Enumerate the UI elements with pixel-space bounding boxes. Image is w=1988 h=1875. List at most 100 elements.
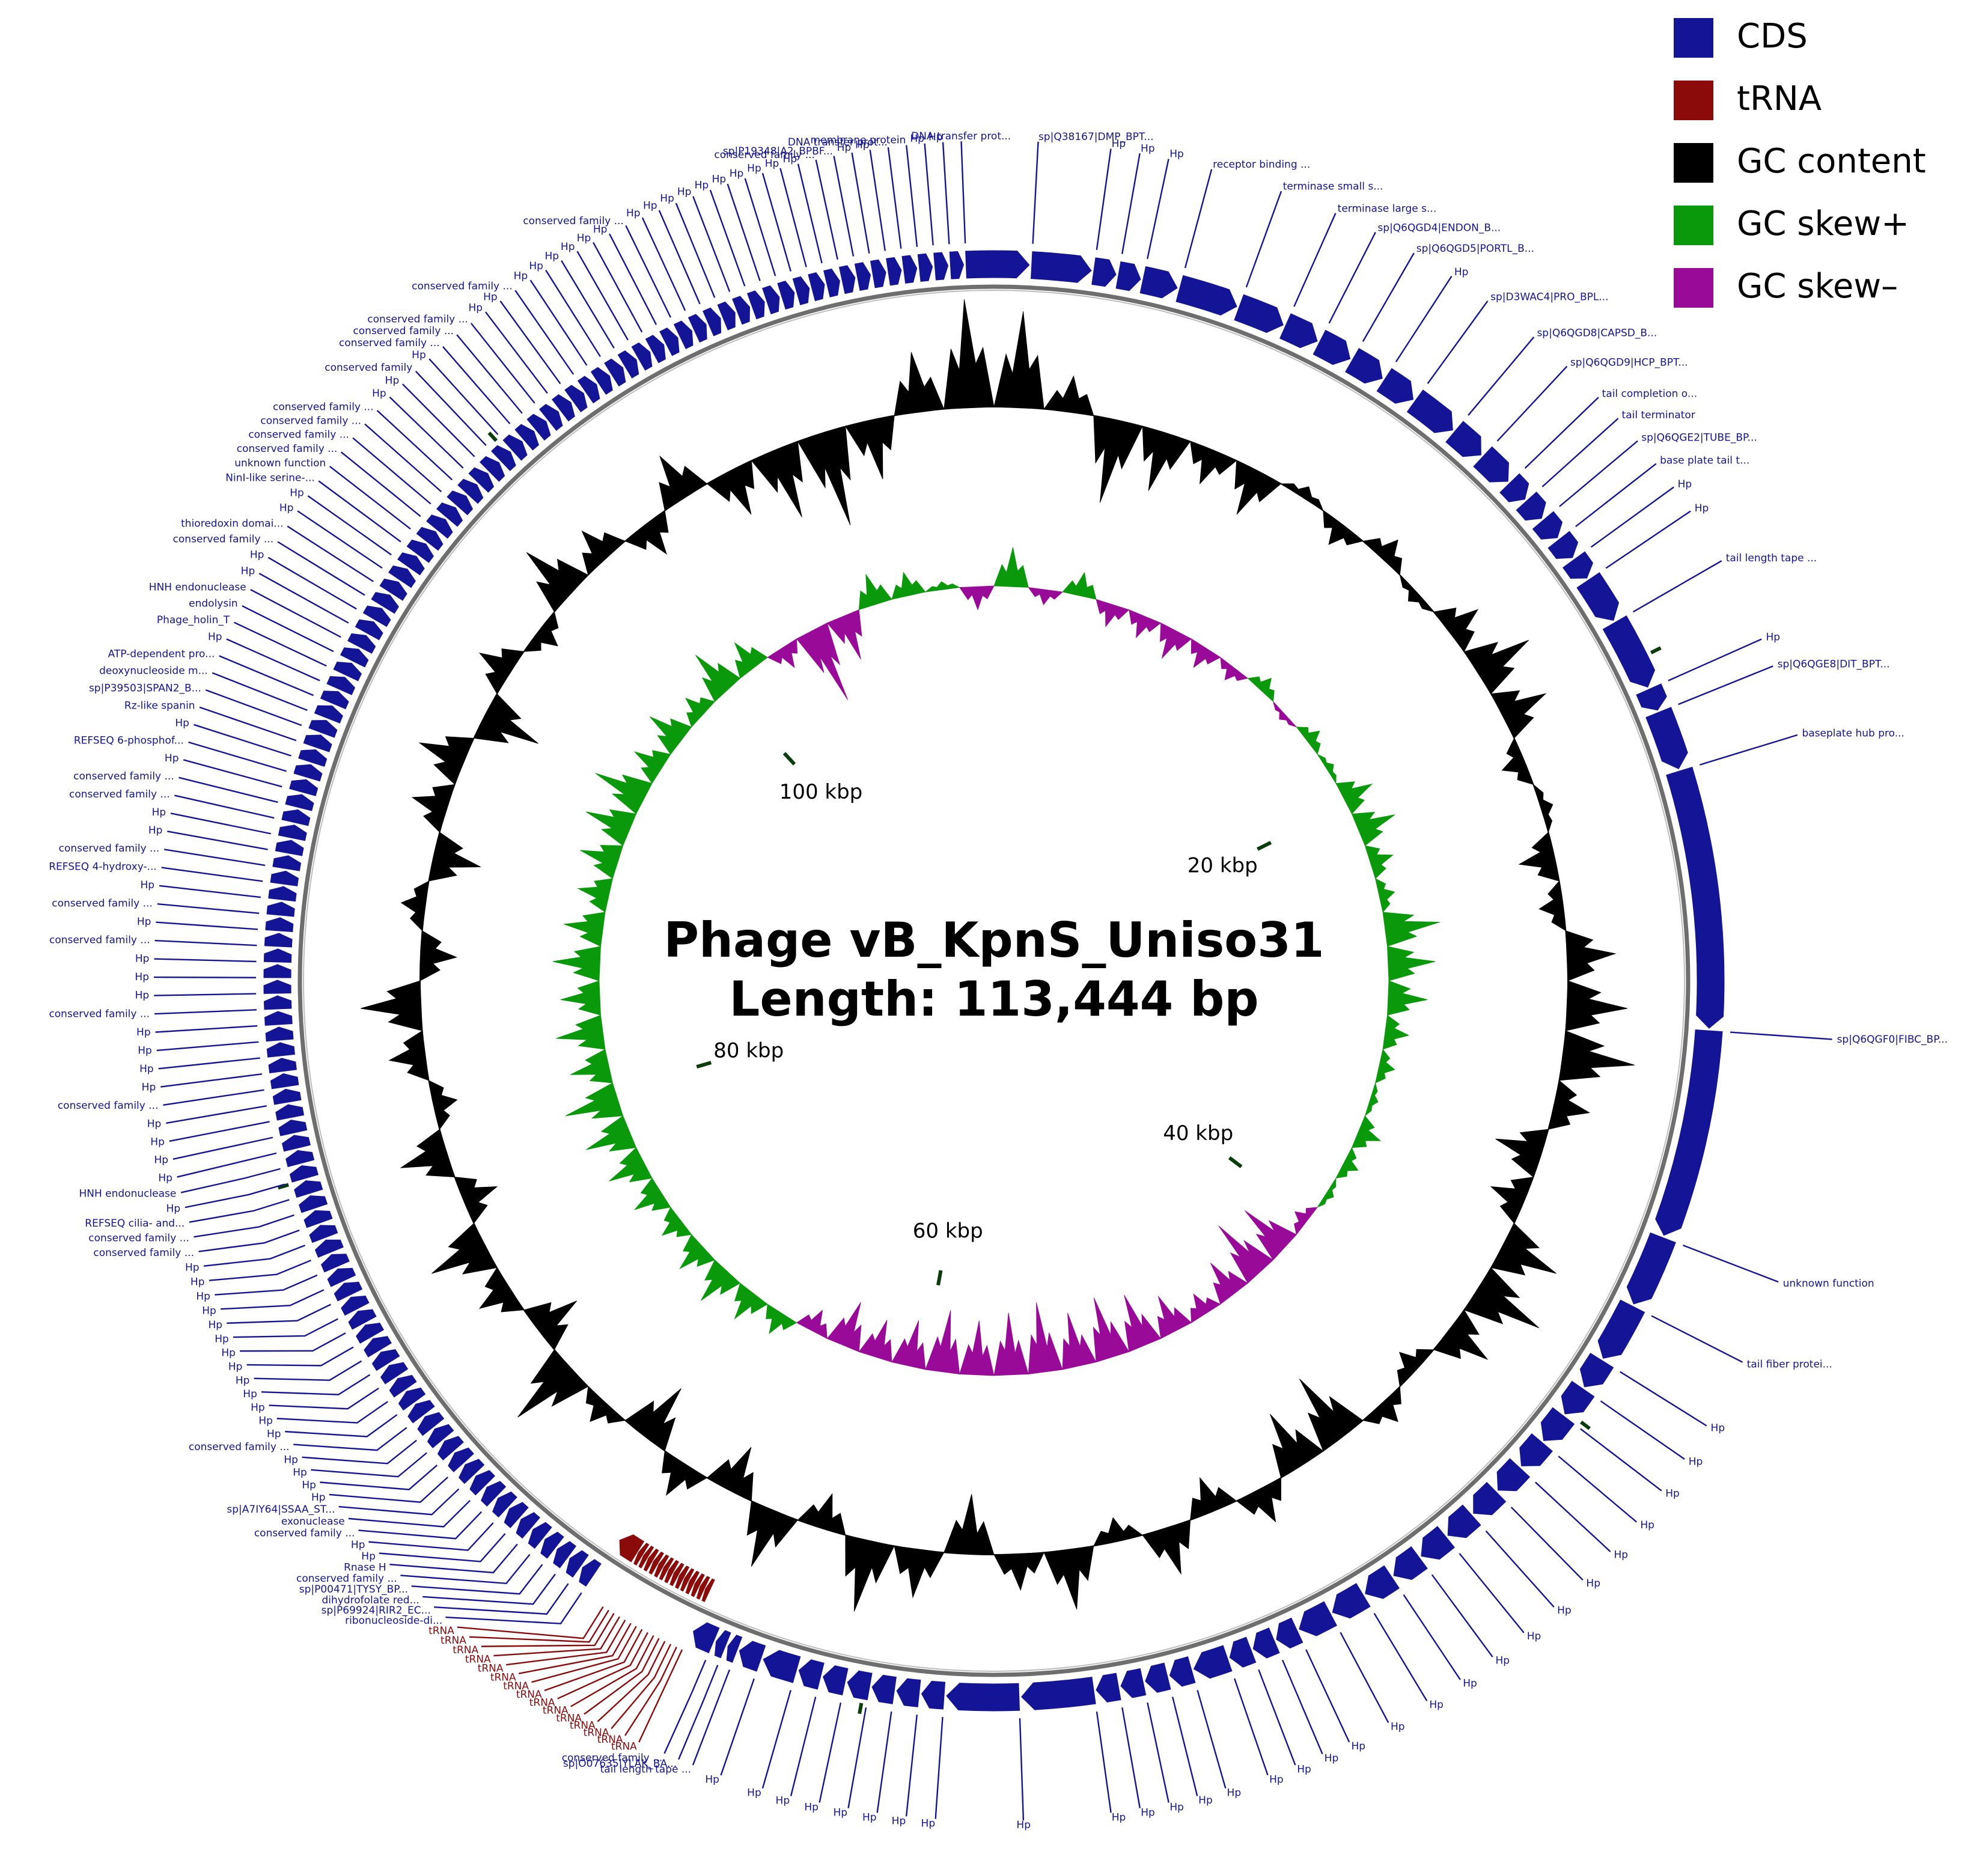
feature-label: Rz-like spanin	[124, 700, 195, 712]
cds-arrow	[272, 855, 302, 871]
feature-label: conserved family ...	[88, 1233, 189, 1245]
feature-label: Hp	[154, 1154, 168, 1166]
feature-label: conserved family ...	[49, 934, 150, 947]
feature-label: sp|Q6QGD9|HCP_BPT...	[1570, 357, 1688, 369]
feature-label: sp|Q6QGD4|ENDON_B...	[1377, 222, 1501, 234]
feature-label: conserved family ...	[339, 337, 440, 349]
cds-arrow	[1516, 492, 1546, 521]
feature-label: tail length tape ...	[600, 1764, 691, 1776]
leader-line	[1340, 1632, 1389, 1723]
feature-label: Hp	[483, 291, 498, 303]
cds-arrow	[1021, 1677, 1096, 1710]
feature-label: DNA transfer prot...	[788, 136, 888, 148]
gc-content-bar	[1299, 1379, 1364, 1451]
leader-line	[318, 480, 401, 543]
leader-line	[1590, 486, 1674, 548]
cds-arrow	[1145, 1662, 1171, 1693]
cds-arrow	[1115, 261, 1141, 291]
cds-arrow	[1345, 347, 1383, 384]
leader-line	[641, 217, 686, 311]
gc-content-bar	[1190, 1477, 1237, 1521]
leader-line	[1373, 1612, 1428, 1701]
feature-label: Hp	[175, 717, 189, 729]
leader-line	[1699, 734, 1798, 766]
leader-line	[1559, 440, 1638, 507]
feature-label: Hp	[279, 502, 294, 514]
gc-content-bar	[1093, 1517, 1144, 1547]
cds-arrow	[847, 1670, 873, 1701]
feature-label: Hp	[412, 349, 426, 361]
leader-line	[428, 358, 499, 435]
gc-skew-bar	[858, 573, 892, 611]
gc-content-bar	[585, 1386, 626, 1424]
outer-scale-tick	[1579, 1420, 1591, 1430]
feature-label: Hp	[928, 132, 943, 144]
trna-arrow	[675, 1566, 690, 1590]
cds-arrow	[631, 342, 653, 371]
leader-line	[1019, 1718, 1025, 1821]
leader-line	[593, 242, 643, 333]
feature-label: Hp	[892, 1815, 906, 1827]
cds-arrow	[294, 1180, 323, 1198]
gc-skew-bar	[1294, 1207, 1319, 1236]
cds-arrow	[278, 1120, 308, 1136]
cds-arrow	[645, 335, 666, 364]
gc-content-bar	[1236, 1477, 1281, 1523]
cds-arrow	[823, 1665, 849, 1696]
leader-line	[457, 1606, 604, 1639]
feature-label: tRNA	[503, 1680, 529, 1692]
feature-label: Hp	[135, 971, 149, 983]
leader-line	[338, 1488, 460, 1516]
leader-line	[1245, 191, 1282, 288]
cds-arrow	[281, 1135, 311, 1152]
leader-line	[203, 1245, 306, 1267]
feature-label: sp|D3WAC4|PRO_BPL...	[1490, 291, 1608, 303]
gc-skew-bar	[1124, 1294, 1162, 1352]
cds-arrow	[1365, 1565, 1400, 1599]
leader-line	[851, 152, 870, 254]
gc-content-bar	[1495, 1129, 1549, 1178]
gc-skew-bar	[556, 1014, 606, 1050]
gc-content-bar	[1234, 460, 1282, 515]
leader-line	[285, 1414, 398, 1438]
leader-line	[442, 346, 511, 424]
cds-arrow	[314, 1239, 344, 1258]
cds-arrow	[792, 276, 810, 305]
leader-line	[1668, 638, 1762, 681]
gc-content-bar	[706, 1447, 754, 1502]
leader-line	[1682, 1245, 1779, 1283]
cds-arrow	[688, 314, 707, 343]
leader-line	[1651, 1315, 1743, 1363]
cds-arrow	[762, 285, 780, 315]
cds-arrow	[266, 901, 295, 917]
leader-line	[160, 1073, 262, 1088]
leader-line	[155, 1025, 258, 1033]
feature-label: Hp	[1665, 1488, 1680, 1500]
cds-arrow	[388, 565, 416, 588]
trna-arrow	[669, 1562, 685, 1587]
feature-label: Hp	[862, 1811, 877, 1823]
cds-arrow	[933, 252, 949, 281]
leader-line	[221, 1289, 325, 1310]
leader-line	[368, 1522, 494, 1551]
gc-skew-bar	[1375, 878, 1395, 913]
feature-label: tRNA	[465, 1653, 491, 1665]
leader-line	[364, 423, 442, 493]
feature-label: tRNA	[428, 1625, 454, 1637]
cds-arrow	[1579, 1353, 1614, 1388]
feature-label: Phage_holin_T	[157, 614, 230, 626]
feature-label: Hp	[747, 1787, 761, 1799]
gc-content-bar	[523, 1300, 578, 1350]
feature-label: REFSEQ 4-hydroxy-...	[49, 861, 157, 873]
feature-label: Hp	[1112, 138, 1126, 150]
gc-content-bar	[478, 648, 525, 695]
cds-arrow	[1645, 707, 1688, 769]
cds-arrow	[379, 578, 407, 601]
leader-line	[233, 1318, 338, 1338]
cds-arrow	[397, 552, 425, 576]
cds-arrow	[1473, 446, 1509, 483]
cds-arrow	[551, 394, 575, 422]
gc-content-bar	[1043, 375, 1094, 416]
leader-line	[819, 1702, 842, 1803]
